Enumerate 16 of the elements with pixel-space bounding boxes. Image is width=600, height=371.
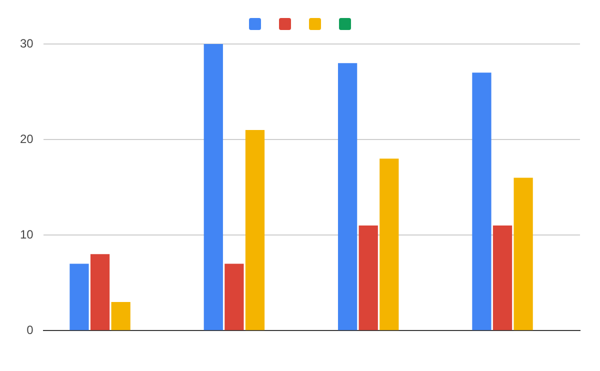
bar: [245, 130, 265, 330]
bar: [204, 44, 223, 330]
bar: [338, 63, 358, 330]
y-tick-label: 0: [26, 322, 34, 337]
bar: [492, 226, 512, 330]
y-tick-label: 10: [20, 227, 34, 242]
bar: [514, 178, 533, 330]
bar: [224, 264, 244, 330]
y-tick-label: 20: [20, 132, 34, 146]
bar: [472, 72, 492, 330]
bar: [111, 302, 130, 330]
y-tick-label: 30: [20, 36, 34, 50]
bar: [90, 254, 110, 330]
bar: [380, 158, 399, 330]
bar: [70, 264, 89, 330]
bar: [358, 226, 378, 330]
